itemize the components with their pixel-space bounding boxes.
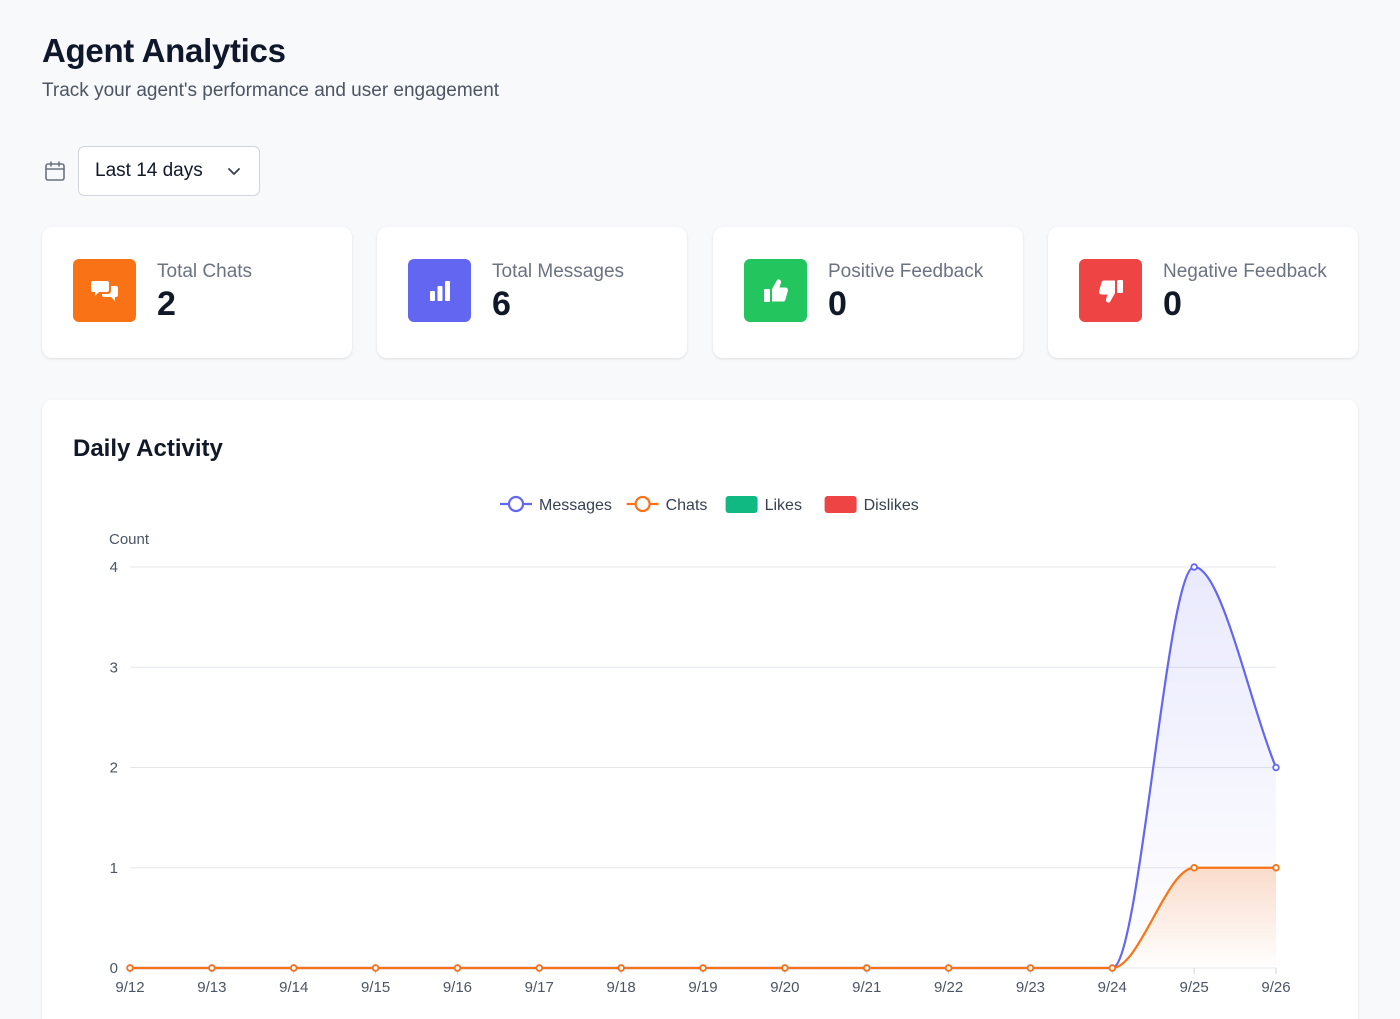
legend-label-likes: Likes: [765, 497, 802, 514]
stat-label: Negative Feedback: [1163, 261, 1327, 282]
thumbs-up-icon: [744, 259, 807, 322]
data-point-chats: [371, 964, 380, 972]
stat-label: Total Messages: [492, 261, 625, 282]
x-tick-label: 9/18: [607, 979, 636, 996]
x-tick-label: 9/19: [688, 979, 717, 996]
calendar-icon: [42, 158, 68, 184]
y-axis-label: Count: [109, 531, 150, 548]
legend-marker-messages: [507, 495, 525, 513]
data-point-chats: [535, 964, 543, 972]
legend-label-messages: Messages: [539, 497, 612, 514]
data-point-chats: [1026, 964, 1035, 972]
legend-label-chats: Chats: [666, 497, 708, 514]
legend-swatch-likes: [725, 496, 758, 513]
stat-card-total-messages: Total Messages 6: [377, 227, 687, 358]
y-tick-label: 3: [110, 659, 118, 676]
x-tick-label: 9/20: [770, 979, 799, 996]
x-tick-label: 9/21: [852, 979, 881, 996]
x-tick-label: 9/14: [279, 979, 308, 996]
stat-value: 0: [828, 285, 847, 323]
data-point-messages: [1190, 563, 1198, 571]
data-point-messages: [1272, 763, 1280, 772]
stat-label: Total Chats: [157, 261, 253, 282]
date-range-row: Last 14 days: [42, 146, 260, 196]
x-tick-label: 9/26: [1261, 979, 1290, 996]
y-tick-label: 0: [110, 960, 118, 977]
x-tick-label: 9/12: [115, 979, 144, 996]
chart-title: Daily Activity: [73, 435, 223, 462]
page-subtitle: Track your agent's performance and user …: [42, 80, 500, 101]
x-tick-label: 9/15: [361, 979, 390, 996]
data-point-chats: [126, 964, 134, 972]
daily-activity-card: Daily Activity 0 1 2 3 4 Count 9/12 9/13 9/14 9/1…: [42, 400, 1358, 1019]
stat-card-positive-feedback: Positive Feedback 0: [713, 227, 1023, 358]
legend-marker-chats: [634, 495, 651, 513]
x-tick-label: 9/16: [443, 979, 472, 996]
data-point-chats: [699, 964, 707, 972]
x-tick-label: 9/23: [1016, 979, 1045, 996]
data-point-chats: [1272, 864, 1280, 872]
bar-chart-icon: [408, 259, 471, 322]
legend-label-dislikes: Dislikes: [864, 497, 919, 514]
x-tick-label: 9/25: [1180, 979, 1209, 996]
x-tick-label: 9/22: [934, 979, 963, 996]
stat-value: 2: [157, 285, 176, 323]
daily-activity-chart: 0 1 2 3 4 Count 9/12 9/13 9/14 9/15 9/16 9/17 9/18 9/…: [109, 495, 1291, 996]
data-point-chats: [863, 964, 871, 972]
stat-value: 0: [1163, 285, 1182, 323]
chat-bubbles-icon: [73, 259, 136, 322]
page-title: Agent Analytics: [42, 32, 286, 69]
legend-swatch-dislikes: [824, 496, 857, 513]
data-point-chats: [208, 964, 216, 972]
data-point-chats: [290, 964, 298, 972]
data-point-chats: [1108, 964, 1116, 972]
y-tick-label: 1: [110, 860, 118, 877]
y-tick-label: 2: [110, 760, 118, 777]
stat-value: 6: [492, 285, 511, 323]
date-range-select[interactable]: Last 14 days: [78, 146, 260, 196]
series-area-chats: [130, 867, 1276, 968]
date-range-value: Last 14 days: [95, 160, 203, 181]
data-point-chats: [944, 964, 953, 972]
x-tick-label: 9/13: [197, 979, 226, 996]
data-point-chats: [617, 964, 625, 972]
series-line-chats: [130, 866, 1276, 970]
stat-label: Positive Feedback: [828, 261, 984, 282]
x-tick-label: 9/24: [1098, 979, 1127, 996]
chevron-down-icon: [225, 162, 243, 180]
data-point-chats: [453, 964, 462, 972]
data-point-chats: [1190, 864, 1198, 872]
stat-card-negative-feedback: Negative Feedback 0: [1048, 227, 1358, 358]
stat-card-total-chats: Total Chats 2: [42, 227, 352, 358]
y-tick-label: 4: [110, 559, 118, 576]
data-point-chats: [781, 964, 789, 972]
thumbs-down-icon: [1079, 259, 1142, 322]
x-tick-label: 9/17: [525, 979, 554, 996]
